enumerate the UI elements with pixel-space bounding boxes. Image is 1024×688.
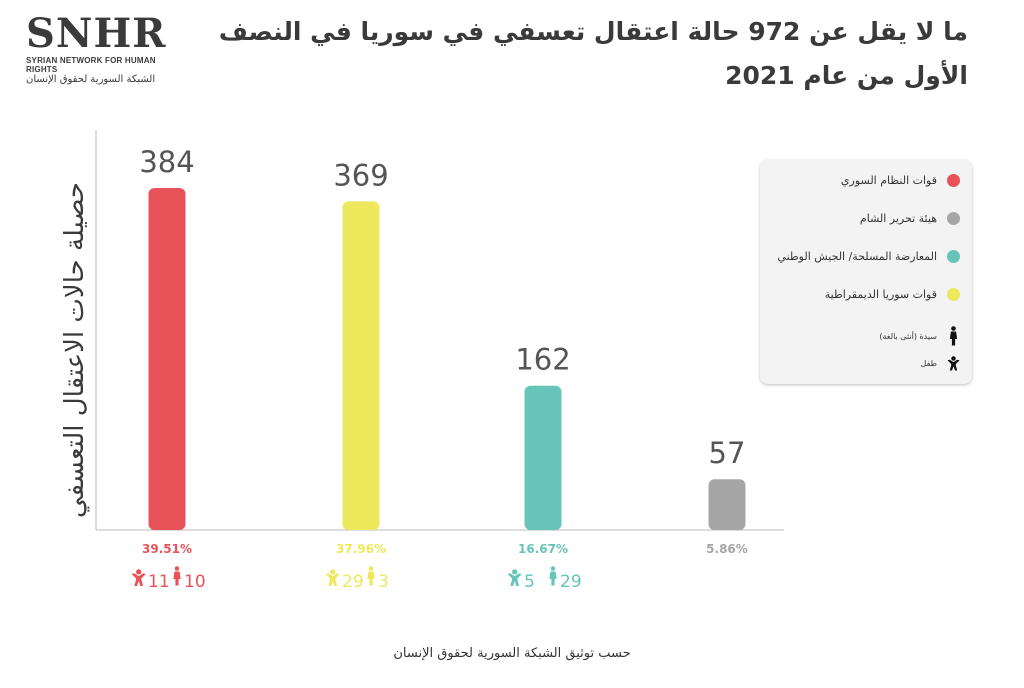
legend-swatch-opposition xyxy=(947,250,960,263)
children-count-0: 11 xyxy=(148,572,170,592)
chart-title: ما لا يقل عن 972 حالة اعتقال تعسفي في سو… xyxy=(218,17,968,90)
legend-item-woman: سيدة (أنثى بالغة) xyxy=(760,326,960,346)
legend-item-opposition: المعارضة المسلحة/ الجيش الوطني xyxy=(760,250,960,263)
value-label-3: 57 xyxy=(709,436,746,470)
legend-swatch-regime xyxy=(947,174,960,187)
logo-english-name: SYRIAN NETWORK FOR HUMAN RIGHTS xyxy=(26,56,156,74)
child-icon-0 xyxy=(131,569,146,587)
value-label-0: 384 xyxy=(139,145,194,179)
bar-2 xyxy=(524,385,562,530)
percentage-label-2: 16.67% xyxy=(518,542,568,556)
children-count-2: 5 xyxy=(524,572,535,592)
bar-1 xyxy=(342,201,380,530)
child-icon-2 xyxy=(507,569,522,587)
percentage-label-3: 5.86% xyxy=(706,542,748,556)
percentage-label-0: 39.51% xyxy=(142,542,192,556)
logo-arabic-name: الشبكة السورية لحقوق الإنسان xyxy=(26,74,156,85)
legend-label-child: طفل xyxy=(920,359,937,368)
legend-item-regime: قوات النظام السوري xyxy=(760,174,960,187)
legend-swatch-sdf xyxy=(947,288,960,301)
women-count-2: 29 xyxy=(560,572,582,592)
legend: قوات النظام السوري هيئة تحرير الشام المع… xyxy=(760,160,972,384)
child-icon xyxy=(947,356,960,371)
woman-icon-2 xyxy=(549,566,557,586)
legend-label-hts: هيئة تحرير الشام xyxy=(859,212,937,225)
legend-label-sdf: قوات سوريا الديمقراطية xyxy=(824,288,937,301)
woman-icon xyxy=(949,326,958,346)
snhr-logo: SNHR SYRIAN NETWORK FOR HUMAN RIGHTS الش… xyxy=(26,10,167,86)
bar-3 xyxy=(708,479,746,530)
legend-label-woman: سيدة (أنثى بالغة) xyxy=(879,331,937,341)
percentage-label-1: 37.96% xyxy=(336,542,386,556)
value-label-2: 162 xyxy=(515,343,570,377)
legend-item-child: طفل xyxy=(760,356,960,371)
value-label-1: 369 xyxy=(333,158,388,192)
woman-icon-1 xyxy=(367,566,375,586)
woman-icon-0 xyxy=(173,566,181,586)
legend-label-regime: قوات النظام السوري xyxy=(840,174,937,187)
bar-0 xyxy=(148,188,186,530)
logo-mark: SNHR xyxy=(26,10,167,57)
child-icon-1 xyxy=(325,569,340,587)
women-count-0: 10 xyxy=(184,572,206,592)
children-count-1: 29 xyxy=(342,572,364,592)
legend-item-hts: هيئة تحرير الشام xyxy=(760,212,960,225)
women-count-1: 3 xyxy=(378,572,389,592)
legend-item-sdf: قوات سوريا الديمقراطية xyxy=(760,288,960,301)
source-note: حسب توثيق الشبكة السورية لحقوق الإنسان xyxy=(393,646,631,661)
legend-swatch-hts xyxy=(947,212,960,225)
legend-label-opposition: المعارضة المسلحة/ الجيش الوطني xyxy=(777,250,937,263)
